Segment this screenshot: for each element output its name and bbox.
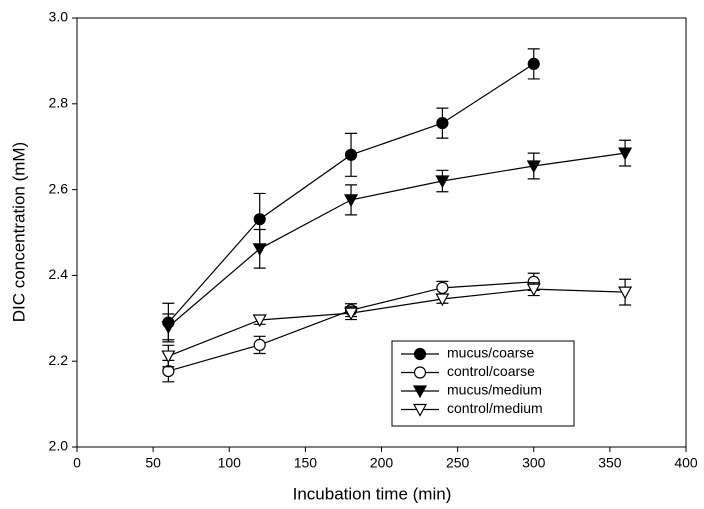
y-tick-label: 2.8 [49,95,69,111]
marker [252,314,267,328]
marker [436,117,449,130]
marker [435,293,450,307]
plot-frame [76,17,687,448]
marker [253,213,266,226]
marker [344,194,359,208]
x-tick-label: 300 [522,455,546,471]
y-tick-label: 2.2 [49,352,69,368]
x-tick-label: 250 [446,455,470,471]
marker [526,283,541,297]
series-line [168,288,626,357]
legend-label: control/medium [447,400,543,416]
marker [527,57,540,71]
x-tick-label: 150 [294,455,318,471]
legend-marker [413,366,427,379]
legend-marker [413,347,427,361]
y-tick-label: 2.6 [49,180,69,196]
y-tick-label: 3.0 [49,9,69,25]
marker [435,175,450,189]
marker [253,338,266,351]
legend-label: mucus/coarse [447,345,534,361]
marker [618,147,633,161]
x-tick-label: 200 [370,455,394,471]
marker [436,281,449,294]
x-tick-label: 50 [145,455,161,471]
marker [344,307,359,321]
series-line [167,152,626,328]
y-axis-label: DIC concentration (mM) [9,142,28,322]
legend-marker [412,385,428,399]
legend-marker [412,403,428,417]
legend-label: mucus/medium [447,382,542,398]
x-tick-label: 0 [73,455,81,471]
marker [252,243,267,257]
x-tick-label: 350 [598,455,622,471]
x-axis-label: Incubation time (min) [293,484,452,503]
legend-label: control/coarse [447,363,535,379]
x-tick-label: 100 [218,455,242,471]
marker [344,148,358,161]
y-tick-label: 2.0 [49,438,69,454]
marker [618,286,633,300]
marker [161,350,176,364]
y-tick-label: 2.4 [49,266,69,282]
marker [161,321,176,335]
x-tick-label: 400 [674,455,698,471]
marker [526,160,541,174]
